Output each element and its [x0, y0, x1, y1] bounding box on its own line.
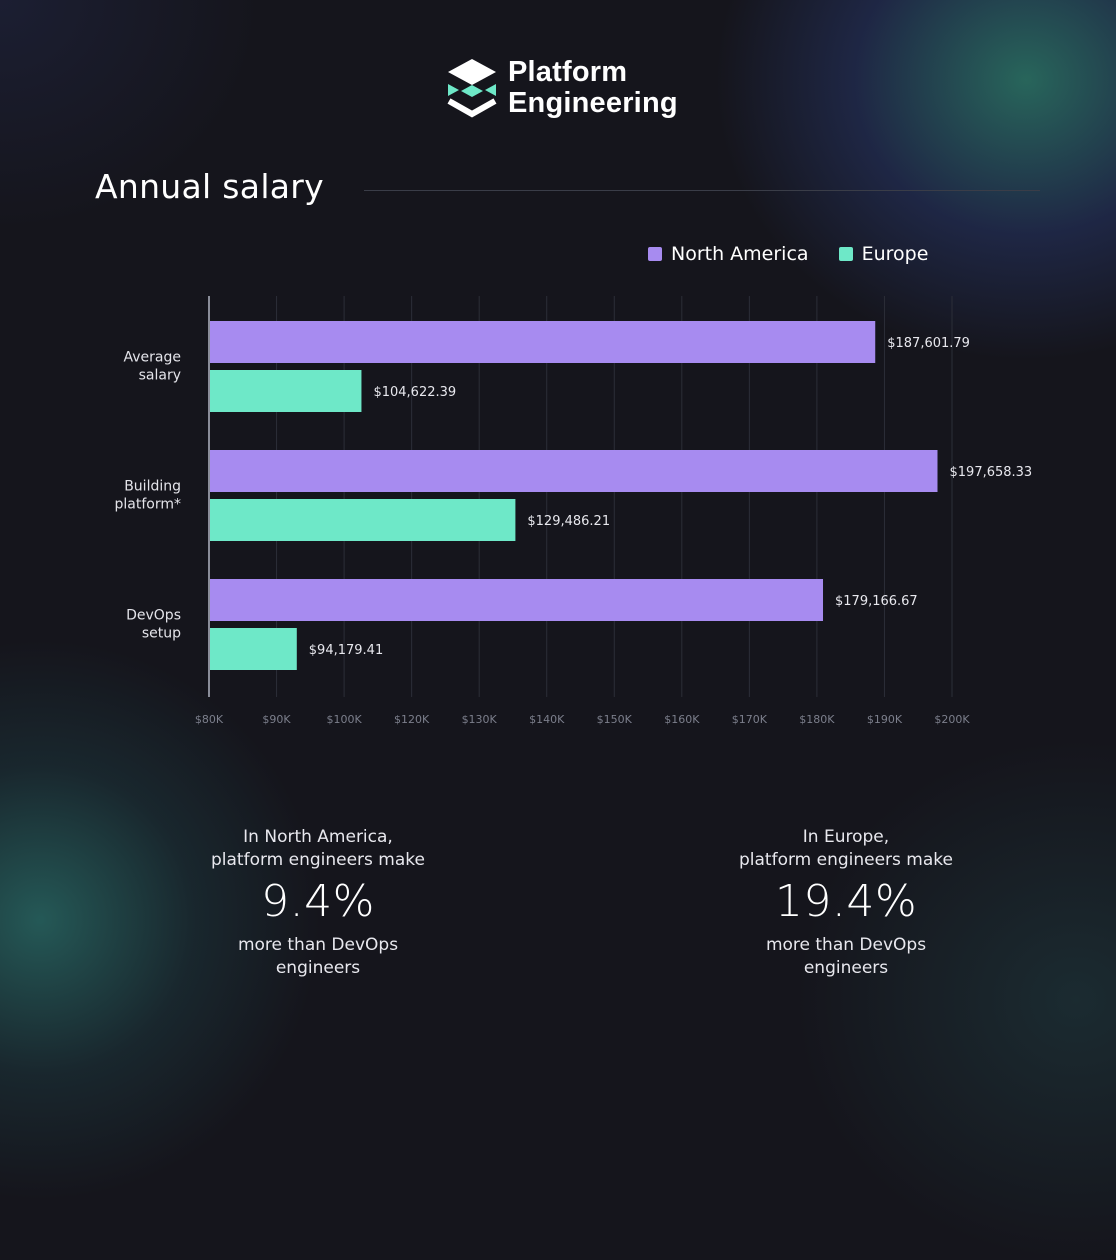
- data-label: $94,179.41: [309, 643, 383, 658]
- bar-north-america: [210, 450, 938, 492]
- data-label: $197,658.33: [950, 465, 1033, 480]
- stat-eu-line-1: In Europe,: [802, 827, 890, 847]
- data-label: $187,601.79: [887, 336, 970, 351]
- bar-north-america: [210, 321, 876, 363]
- stat-eu-line-4: engineers: [803, 958, 889, 978]
- x-tick-label: $170K: [732, 713, 768, 726]
- chart-legend: North America Europe: [648, 243, 928, 265]
- section-title: Annual salary: [95, 167, 325, 206]
- x-tick-label: $80K: [195, 713, 224, 726]
- bar-europe: [210, 499, 516, 541]
- x-tick-label: $150K: [597, 713, 633, 726]
- category-label: platform*: [115, 497, 182, 513]
- stat-na-line-1: In North America,: [243, 827, 393, 847]
- category-label: Average: [124, 350, 182, 366]
- x-tick-label: $130K: [462, 713, 498, 726]
- brand-name: Platform Engineering: [508, 57, 678, 119]
- legend-label-europe: Europe: [861, 243, 929, 265]
- x-tick-label: $90K: [262, 713, 291, 726]
- brand-line-2: Engineering: [508, 87, 678, 119]
- salary-bar-chart: $80K $90K $100K $120K $130K $140K $150K $160K $1…: [115, 296, 1033, 726]
- title-divider: [364, 190, 1040, 191]
- stat-na-line-3: more than DevOps: [237, 935, 399, 955]
- data-label: $104,622.39: [373, 385, 456, 400]
- bar-europe: [210, 628, 297, 670]
- stat-na-value: 9.4%: [261, 876, 375, 927]
- x-tick-label: $140K: [529, 713, 565, 726]
- x-tick-label: $180K: [799, 713, 835, 726]
- stat-eu-value: 19.4%: [774, 876, 918, 927]
- legend-swatch-europe: [838, 247, 853, 261]
- legend-item-europe: Europe: [838, 243, 929, 265]
- stat-eu-line-2: platform engineers make: [738, 850, 953, 870]
- bar-north-america: [210, 579, 824, 621]
- category-label: Building: [124, 479, 181, 495]
- stat-eu-line-3: more than DevOps: [765, 935, 927, 955]
- category-label: salary: [139, 368, 181, 384]
- stat-na-line-4: engineers: [275, 958, 361, 978]
- bar-europe: [210, 370, 362, 412]
- platform-engineering-logo-icon: [447, 59, 497, 118]
- data-label: $179,166.67: [835, 594, 918, 609]
- legend-swatch-north-america: [648, 247, 662, 261]
- category-label: DevOps: [126, 608, 181, 624]
- brand-line-1: Platform: [508, 56, 628, 88]
- category-label: setup: [142, 626, 181, 642]
- legend-item-north-america: North America: [648, 243, 809, 265]
- stat-europe: In Europe, platform engineers make 19.4%…: [686, 826, 1006, 980]
- stat-na-line-2: platform engineers make: [210, 850, 425, 870]
- brand-logo: Platform Engineering: [446, 57, 678, 119]
- data-label: $129,486.21: [527, 514, 610, 529]
- stat-north-america: In North America, platform engineers mak…: [158, 826, 478, 980]
- legend-label-north-america: North America: [671, 243, 809, 265]
- x-tick-label: $100K: [326, 713, 362, 726]
- x-tick-label: $120K: [394, 713, 430, 726]
- x-tick-label: $200K: [934, 713, 970, 726]
- x-tick-label: $160K: [664, 713, 700, 726]
- x-tick-label: $190K: [867, 713, 903, 726]
